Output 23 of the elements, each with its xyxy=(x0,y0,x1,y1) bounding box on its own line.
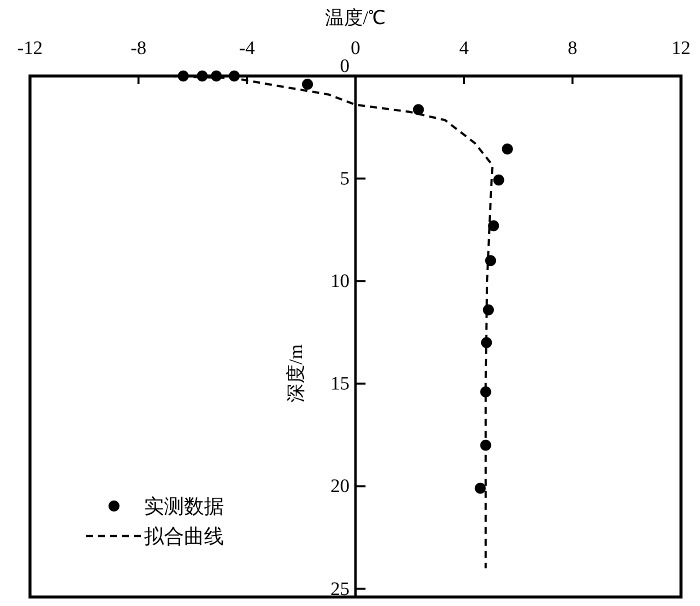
x-tick-label: -8 xyxy=(130,38,146,59)
y-axis-title: 深度/m xyxy=(285,344,307,402)
y-tick-label: 20 xyxy=(330,476,350,498)
y-tick-label: 15 xyxy=(330,374,350,395)
y-tick-label: 25 xyxy=(330,578,350,600)
x-tick-label: -4 xyxy=(239,38,256,59)
y-tick-label: 0 xyxy=(340,56,350,77)
x-tick-label: 8 xyxy=(568,38,578,59)
point xyxy=(493,174,504,186)
point xyxy=(485,255,496,266)
point xyxy=(302,78,313,90)
x-tick-label: 12 xyxy=(672,38,690,59)
point xyxy=(412,104,424,116)
legend-label: 拟合曲线 xyxy=(144,526,224,548)
x-axis-title: 温度/℃ xyxy=(324,7,386,29)
point xyxy=(474,482,486,494)
x-tick-label: -12 xyxy=(17,38,43,59)
point xyxy=(488,220,500,232)
x-tick-label: 4 xyxy=(459,38,470,59)
y-tick-label: 10 xyxy=(330,271,350,292)
point xyxy=(502,144,513,155)
y-tick-label: 5 xyxy=(340,168,350,190)
legend-label: 实测数据 xyxy=(144,496,224,518)
